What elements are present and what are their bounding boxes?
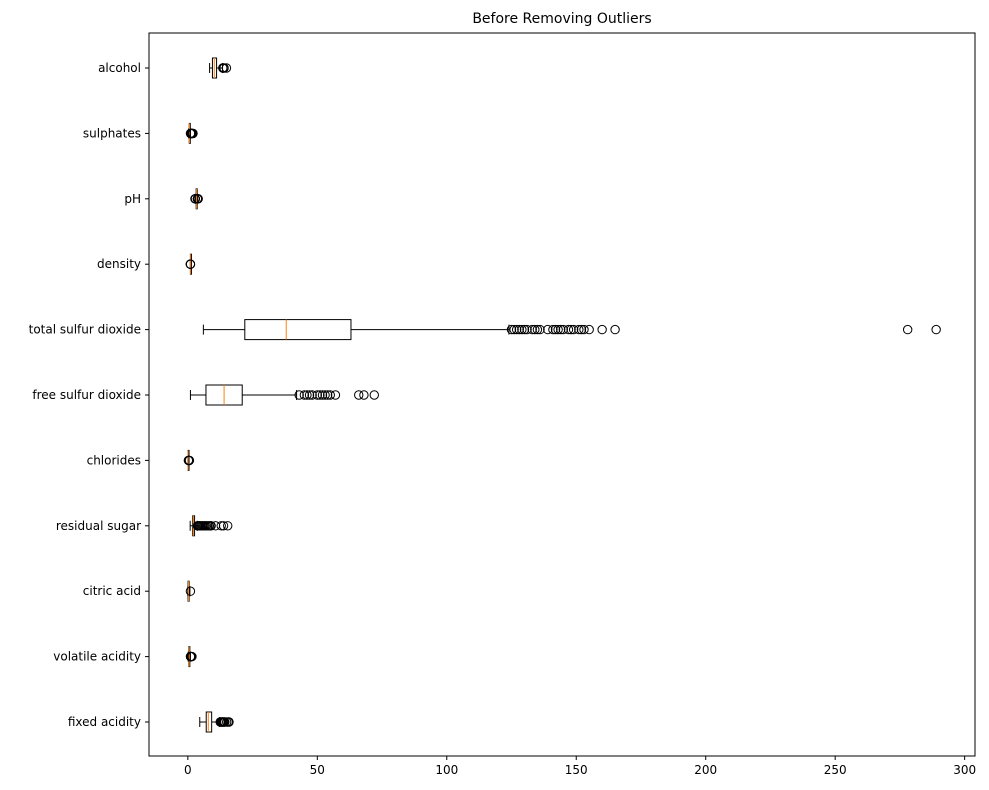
- y-axis: fixed acidity volatile acidity citric acid…: [29, 61, 149, 729]
- outlier-point: [224, 717, 234, 727]
- outlier-point: [568, 324, 579, 335]
- outlier-point: [902, 324, 913, 335]
- y-tick-label: fixed acidity: [68, 715, 141, 729]
- y-tick-label: alcohol: [98, 61, 141, 75]
- box-fixed-acidity: [199, 711, 234, 733]
- iqr-box: [244, 319, 352, 341]
- outlier-point: [193, 194, 203, 204]
- outlier-point: [543, 324, 553, 335]
- y-tick-label: volatile acidity: [53, 650, 141, 664]
- x-tick-label: 200: [694, 763, 717, 777]
- outlier-point: [530, 324, 540, 335]
- outlier-point: [514, 324, 524, 335]
- outlier-point: [558, 324, 568, 335]
- outlier-point: [548, 324, 558, 335]
- outlier-point: [223, 521, 233, 531]
- box-citric-acid: [185, 580, 196, 602]
- outlier-point: [931, 324, 941, 335]
- outlier-point: [315, 390, 325, 400]
- outlier-point: [519, 324, 530, 335]
- outlier-point: [610, 324, 620, 335]
- outlier-point: [322, 390, 333, 400]
- outlier-point: [354, 390, 364, 400]
- x-tick-label: 150: [565, 763, 588, 777]
- outlier-point: [206, 521, 216, 531]
- y-tick-label: total sulfur dioxide: [29, 323, 141, 337]
- outlier-point: [320, 390, 330, 400]
- outlier-point: [556, 324, 566, 335]
- outlier-point: [522, 324, 532, 335]
- outlier-point: [511, 324, 522, 335]
- outlier-point: [566, 324, 576, 335]
- outlier-point: [527, 324, 537, 335]
- outlier-point: [597, 324, 607, 335]
- x-tick-label: 250: [824, 763, 847, 777]
- outlier-point: [532, 324, 543, 335]
- outlier-point: [579, 324, 589, 335]
- outlier-point: [509, 324, 519, 335]
- outlier-point: [317, 390, 328, 400]
- outlier-point: [312, 390, 323, 400]
- outlier-point: [550, 324, 561, 335]
- y-tick-label: residual sugar: [56, 519, 141, 533]
- y-tick-label: sulphates: [83, 126, 141, 140]
- outlier-point: [325, 390, 335, 400]
- x-tick-label: 50: [310, 763, 325, 777]
- x-tick-label: 0: [184, 763, 192, 777]
- x-tick-label: 300: [953, 763, 976, 777]
- outlier-point: [563, 324, 574, 335]
- y-tick-label: density: [97, 257, 141, 271]
- outlier-point: [185, 259, 196, 269]
- plot-area: [183, 57, 941, 733]
- outlier-point: [584, 324, 594, 335]
- y-tick-label: free sulfur dioxide: [32, 388, 141, 402]
- outlier-point: [369, 390, 379, 400]
- box-residual-sugar: [189, 515, 233, 537]
- box-pH: [190, 188, 203, 210]
- outlier-point: [517, 324, 527, 335]
- outlier-point: [294, 390, 304, 400]
- outlier-point: [216, 521, 226, 531]
- iqr-box: [205, 711, 213, 733]
- outlier-point: [330, 390, 341, 400]
- outlier-point: [553, 324, 563, 335]
- box-free-sulfur-dioxide: [189, 384, 379, 406]
- box-chlorides: [183, 449, 195, 471]
- outlier-point: [184, 455, 195, 466]
- x-axis: 0 50 100 150 200 250 300: [184, 756, 976, 777]
- box-density: [185, 253, 196, 275]
- outlier-point: [307, 390, 317, 400]
- outlier-point: [302, 390, 312, 400]
- outlier-point: [576, 324, 587, 335]
- outlier-point: [304, 390, 315, 400]
- box-volatile-acidity: [185, 646, 197, 668]
- y-tick-label: citric acid: [83, 584, 141, 598]
- outlier-point: [506, 324, 517, 335]
- outlier-point: [574, 324, 584, 335]
- box-alcohol: [209, 57, 232, 79]
- outlier-point: [359, 390, 369, 400]
- outlier-point: [188, 128, 198, 139]
- outlier-point: [187, 651, 197, 662]
- outlier-point: [299, 390, 310, 400]
- outlier-point: [185, 586, 196, 596]
- outlier-point: [218, 521, 229, 531]
- outlier-point: [221, 63, 232, 73]
- y-tick-label: pH: [124, 192, 141, 206]
- x-tick-label: 100: [435, 763, 458, 777]
- chart-title: Before Removing Outliers: [472, 11, 651, 27]
- outlier-point: [535, 324, 545, 335]
- y-tick-label: chlorides: [87, 453, 141, 467]
- box-total-sulfur-dioxide: [202, 319, 941, 341]
- box-sulphates: [185, 122, 198, 144]
- plot-frame: [148, 32, 976, 757]
- outlier-point: [219, 63, 229, 73]
